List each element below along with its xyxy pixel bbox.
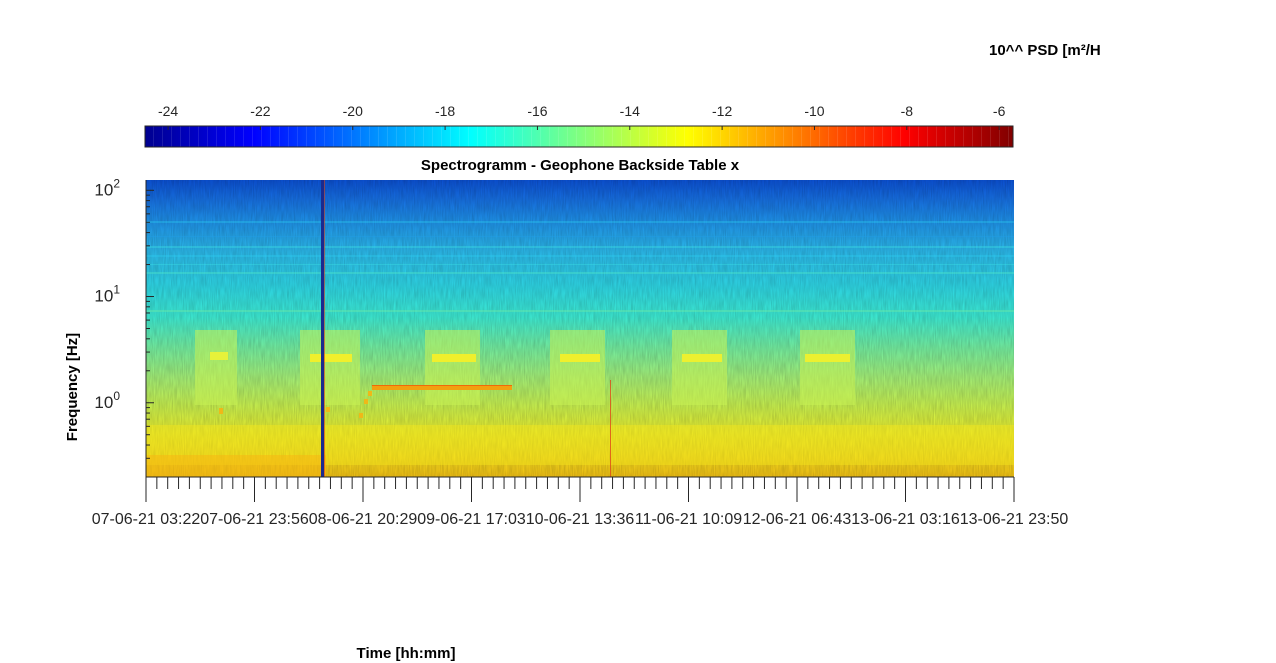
y-tick-base: 10 (94, 393, 113, 412)
tonal-ramp (219, 391, 372, 418)
x-tick-label: 07-06-21 23:56 (200, 511, 309, 528)
spectral-line (146, 310, 1014, 312)
ramp-point (359, 413, 363, 418)
colorbar-label: 10^^ PSD [m²/H (989, 42, 1101, 59)
ramp-point (368, 391, 372, 396)
colorbar-tick-label: -24 (158, 103, 178, 119)
activity-patch (672, 330, 727, 405)
spectral-line (146, 221, 1014, 223)
broadband-event-edge (324, 180, 325, 477)
colorbar-tick-label: -10 (804, 103, 824, 119)
activity-patch (195, 330, 237, 405)
ramp-point (364, 399, 368, 404)
spectral-lines (146, 221, 1014, 312)
activity-band (210, 352, 228, 360)
x-tick-label: 09-06-21 17:03 (417, 511, 526, 528)
colorbar-tick-label: -20 (343, 103, 363, 119)
ramp-point (219, 408, 223, 414)
x-tick-label: 13-06-21 03:16 (851, 511, 960, 528)
colorbar-tick-label: -16 (527, 103, 547, 119)
activity-patch (550, 330, 605, 405)
activity-band (310, 354, 352, 362)
colorbar-tick-label: -12 (712, 103, 732, 119)
activity-band (432, 354, 476, 362)
y-tick-label: 100 (94, 389, 120, 412)
x-tick-label: 11-06-21 10:09 (635, 511, 742, 528)
colorbar-tick-label: -18 (435, 103, 455, 119)
colorbar-ticks: -24 -22 -20 -18 -16 -14 -12 -10 -8 -6 (158, 103, 1006, 130)
short-event (610, 380, 611, 477)
activity-patch (800, 330, 855, 405)
spectral-line (146, 236, 1014, 237)
y-tick-exponent: 2 (113, 176, 120, 190)
x-axis-label: Time [hh:mm] (357, 645, 456, 662)
y-tick-exponent: 1 (113, 283, 120, 297)
colorbar-tick-label: -8 (901, 103, 914, 119)
low-frequency-hotspot (146, 455, 326, 477)
spectral-line (146, 264, 1014, 265)
ramp-point (326, 407, 330, 412)
chart-title: Spectrogramm - Geophone Backside Table x (421, 157, 740, 174)
activity-band (682, 354, 722, 362)
activity-patch (300, 330, 360, 405)
activity-band (805, 354, 850, 362)
tonal-line-edge (372, 385, 512, 386)
daily-activity (195, 330, 855, 405)
spectrogram-noise (146, 180, 1014, 477)
spectrogram-image (146, 180, 1014, 477)
activity-patch (425, 330, 480, 405)
colorbar-frame (144, 125, 1014, 148)
x-tick-label: 10-06-21 13:36 (526, 511, 635, 528)
colorbar: -24 -22 -20 -18 -16 -14 -12 -10 -8 -6 (144, 103, 1014, 148)
activity-band (560, 354, 600, 362)
spectral-line (146, 255, 1014, 257)
y-tick-base: 10 (94, 287, 113, 306)
activity-bands (210, 352, 850, 362)
broadband-event (321, 180, 324, 477)
x-axis-ticks: 07-06-21 03:22 07-06-21 23:56 08-06-21 20:… (92, 477, 1069, 528)
x-tick-label: 07-06-21 03:22 (92, 511, 201, 528)
colorbar-tick-label: -14 (620, 103, 640, 119)
tonal-line (372, 385, 512, 390)
y-tick-label: 102 (94, 176, 120, 199)
x-tick-label: 08-06-21 20:29 (309, 511, 418, 528)
y-tick-base: 10 (94, 180, 113, 199)
colorbar-bins (145, 126, 1013, 147)
x-tick-label: 13-06-21 23:50 (960, 511, 1069, 528)
y-axis-label: Frequency [Hz] (64, 333, 81, 441)
spectral-line (146, 246, 1014, 248)
x-tick-label: 12-06-21 06:43 (743, 511, 852, 528)
y-tick-exponent: 0 (113, 389, 120, 403)
colorbar-tick-label: -22 (250, 103, 270, 119)
spectral-line (146, 272, 1014, 274)
colorbar-tick-label: -6 (993, 103, 1006, 119)
y-tick-label: 101 (94, 283, 120, 306)
